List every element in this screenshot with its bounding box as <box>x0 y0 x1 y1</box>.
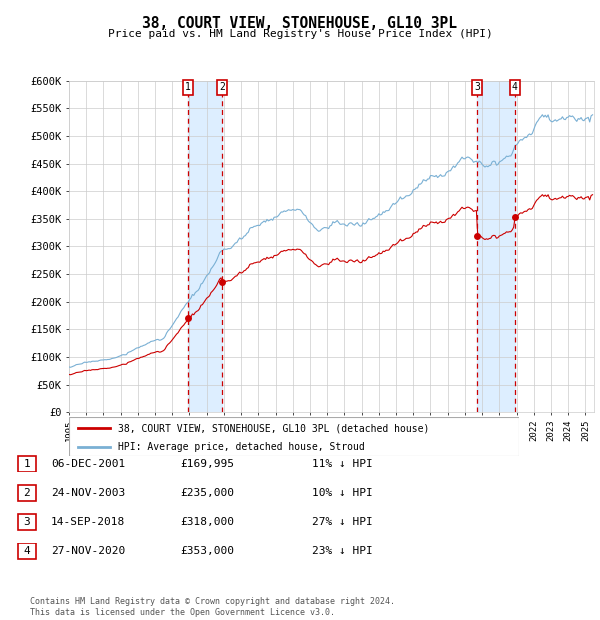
Text: 2: 2 <box>23 488 31 498</box>
Text: Contains HM Land Registry data © Crown copyright and database right 2024.
This d: Contains HM Land Registry data © Crown c… <box>30 598 395 617</box>
Text: £318,000: £318,000 <box>180 517 234 527</box>
Text: 38, COURT VIEW, STONEHOUSE, GL10 3PL: 38, COURT VIEW, STONEHOUSE, GL10 3PL <box>143 16 458 31</box>
Text: 1: 1 <box>185 82 191 92</box>
Text: £235,000: £235,000 <box>180 488 234 498</box>
Text: 14-SEP-2018: 14-SEP-2018 <box>51 517 125 527</box>
Text: 38, COURT VIEW, STONEHOUSE, GL10 3PL (detached house): 38, COURT VIEW, STONEHOUSE, GL10 3PL (de… <box>119 423 430 433</box>
Text: 4: 4 <box>512 82 518 92</box>
Text: 06-DEC-2001: 06-DEC-2001 <box>51 459 125 469</box>
Text: £169,995: £169,995 <box>180 459 234 469</box>
Text: 4: 4 <box>23 546 31 556</box>
Text: 10% ↓ HPI: 10% ↓ HPI <box>312 488 373 498</box>
Text: 24-NOV-2003: 24-NOV-2003 <box>51 488 125 498</box>
Text: HPI: Average price, detached house, Stroud: HPI: Average price, detached house, Stro… <box>119 442 365 452</box>
Text: 1: 1 <box>23 459 31 469</box>
Text: 27% ↓ HPI: 27% ↓ HPI <box>312 517 373 527</box>
Text: 3: 3 <box>23 517 31 527</box>
Text: 27-NOV-2020: 27-NOV-2020 <box>51 546 125 556</box>
Text: 3: 3 <box>474 82 480 92</box>
Text: Price paid vs. HM Land Registry's House Price Index (HPI): Price paid vs. HM Land Registry's House … <box>107 29 493 38</box>
Text: 11% ↓ HPI: 11% ↓ HPI <box>312 459 373 469</box>
Text: 2: 2 <box>219 82 225 92</box>
Text: 23% ↓ HPI: 23% ↓ HPI <box>312 546 373 556</box>
Bar <box>188 81 222 412</box>
Bar <box>477 81 515 412</box>
Text: £353,000: £353,000 <box>180 546 234 556</box>
